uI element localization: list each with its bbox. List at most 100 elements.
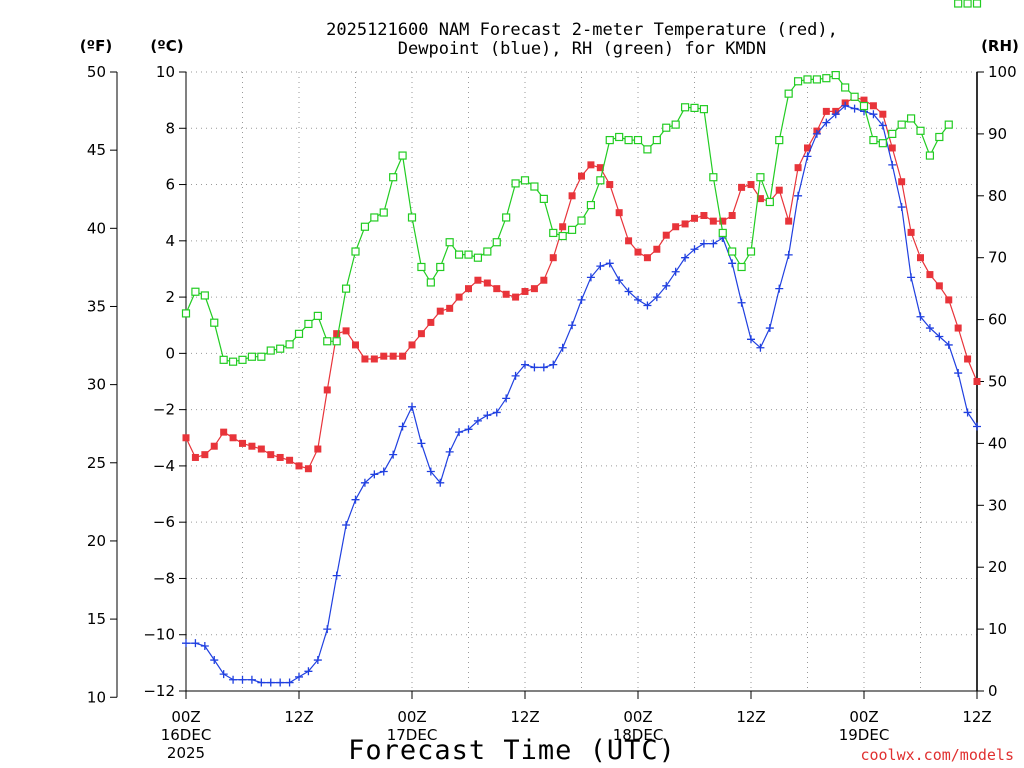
celsius-tick-label: −10	[143, 626, 175, 644]
dewpoint-point	[436, 478, 445, 487]
temperature-point	[512, 293, 520, 301]
rh-point	[219, 355, 228, 364]
dewpoint-point	[671, 267, 680, 276]
temperature-point	[775, 186, 783, 194]
temperature-point	[738, 183, 746, 191]
dewpoint-point	[379, 467, 388, 476]
temperature-point	[210, 442, 218, 450]
rh-point	[426, 278, 435, 287]
x-year-label: 2025	[167, 744, 205, 762]
rh-point	[699, 105, 709, 114]
fahrenheit-tick-label: 30	[87, 376, 106, 394]
dewpoint-point	[191, 639, 200, 648]
celsius-tick-label: 6	[165, 176, 175, 194]
temperature-point	[446, 304, 454, 312]
fahrenheit-axis-unit: (ºF)	[80, 37, 112, 55]
dewpoint-point	[775, 284, 784, 293]
celsius-tick-label: −8	[153, 569, 175, 587]
rh-tick-label: 30	[988, 496, 1007, 514]
temperature-point	[681, 220, 689, 228]
rh-point	[586, 200, 596, 210]
rh-point	[407, 213, 417, 222]
rh-point	[351, 247, 360, 256]
dewpoint-point	[737, 298, 746, 307]
dewpoint-point	[916, 312, 925, 321]
rh-point	[464, 250, 473, 259]
rh-point	[878, 139, 887, 148]
dewpoint-point	[699, 239, 708, 248]
temperature-point	[606, 181, 614, 189]
temperature-point	[493, 285, 501, 293]
dewpoint-point	[747, 335, 755, 344]
fahrenheit-tick-label: 40	[87, 219, 106, 237]
dewpoint-point	[464, 425, 473, 434]
temperature-point	[935, 282, 943, 290]
celsius-tick-label: −2	[153, 401, 175, 419]
dewpoint-point	[558, 343, 567, 352]
temperature-point	[615, 209, 623, 217]
rh-point	[831, 70, 840, 80]
dewpoint-point	[954, 369, 963, 378]
grid	[186, 71, 977, 691]
rh-point	[972, 0, 982, 8]
dewpoint-point	[794, 191, 803, 200]
credit-link[interactable]: coolwx.com/models	[860, 746, 1014, 764]
x-date-label: 18DEC	[613, 726, 664, 744]
rh-point	[549, 228, 558, 238]
rh-point	[775, 135, 784, 145]
temperature-point	[888, 144, 896, 152]
dewpoint-point	[944, 340, 953, 349]
x-date-label: 19DEC	[839, 726, 890, 744]
dewpoint-point	[351, 495, 360, 504]
temperature-point	[578, 172, 585, 180]
rh-point	[746, 247, 756, 256]
rh-point	[784, 89, 793, 98]
rh-point	[228, 357, 238, 366]
dewpoint-point	[812, 129, 821, 138]
dewpoint-point	[408, 402, 416, 411]
temperature-point	[653, 245, 661, 253]
celsius-tick-label: −12	[143, 682, 175, 700]
x-tick-label: 12Z	[736, 708, 765, 726]
rh-point	[869, 135, 878, 145]
chart-title-line-1: 2025121600 NAM Forecast 2-meter Temperat…	[326, 20, 838, 40]
temperature-point	[756, 195, 764, 203]
fahrenheit-tick-label: 20	[87, 532, 106, 550]
dewpoint-point	[511, 371, 520, 380]
dewpoint-point	[257, 678, 266, 687]
temperature-point	[389, 352, 397, 360]
rh-tick-label: 10	[988, 620, 1007, 638]
dewpoint-point	[841, 101, 850, 110]
rh-point	[370, 213, 379, 222]
temperature-point	[455, 293, 463, 301]
dewpoint-point	[473, 416, 482, 425]
dewpoint-point	[728, 259, 737, 268]
rh-point	[925, 151, 935, 160]
temperature-point	[304, 465, 312, 473]
dewpoint-point	[765, 324, 774, 333]
dewpoint-point	[869, 110, 878, 119]
rh-point	[897, 120, 906, 129]
temperature-point	[869, 102, 877, 110]
dewpoint-point	[605, 259, 614, 268]
rh-point	[605, 135, 614, 145]
rh-point	[841, 83, 850, 92]
temperature-point	[804, 144, 811, 152]
temperature-point	[220, 428, 228, 436]
dewpoint-point	[276, 678, 285, 687]
temperature-point	[549, 254, 557, 262]
rh-point	[276, 344, 285, 353]
rh-tick-label: 60	[988, 311, 1007, 329]
dewpoint-point	[182, 639, 190, 648]
temperature-point	[540, 276, 548, 284]
rh-point	[793, 77, 803, 86]
rh-tick-label: 40	[988, 434, 1007, 452]
temperature-point	[662, 231, 670, 239]
rh-point	[850, 92, 859, 101]
rh-point	[690, 103, 699, 113]
dewpoint-point	[549, 360, 558, 369]
rh-point	[935, 132, 944, 142]
dewpoint-point	[426, 467, 435, 476]
rh-point	[313, 311, 322, 320]
